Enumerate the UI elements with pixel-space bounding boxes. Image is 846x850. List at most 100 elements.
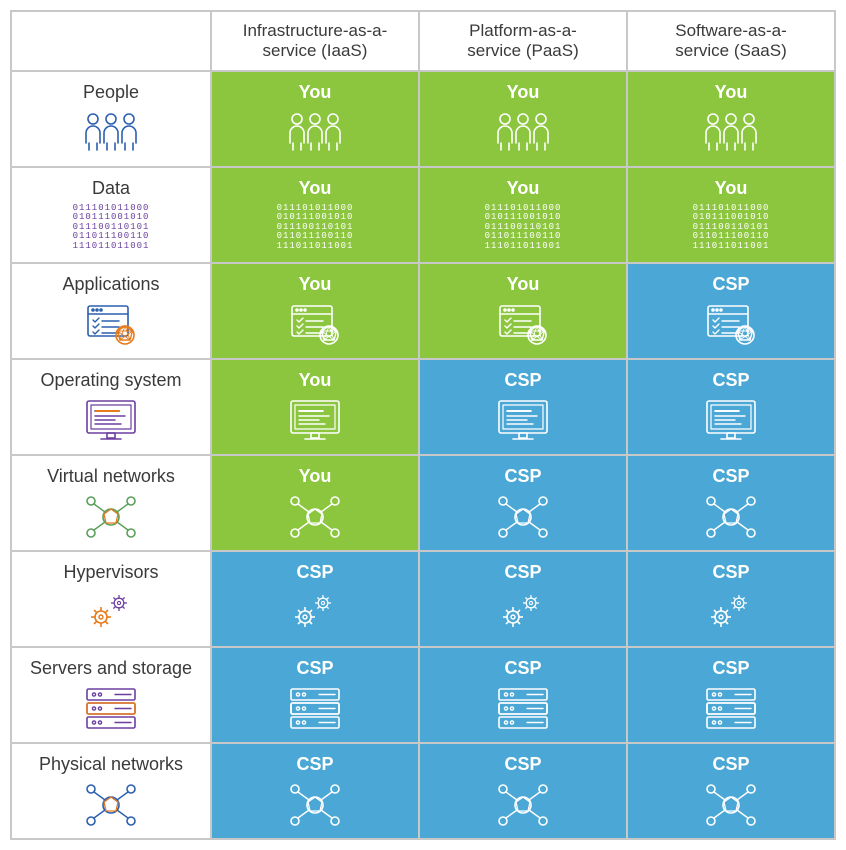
os-icon xyxy=(283,395,347,445)
cell-people-paas: You xyxy=(419,71,627,167)
cell-hyper-paas: CSP xyxy=(419,551,627,647)
pnet-icon xyxy=(283,779,347,829)
cell-pnet-iaas: CSP xyxy=(211,743,419,839)
responsibility-label: CSP xyxy=(504,370,541,391)
people-icon xyxy=(699,107,763,157)
responsibility-label: CSP xyxy=(504,466,541,487)
cell-servers-iaas: CSP xyxy=(211,647,419,743)
apps-icon xyxy=(79,299,143,349)
hyper-icon xyxy=(79,587,143,637)
cell-apps-paas: You xyxy=(419,263,627,359)
vnet-icon xyxy=(491,491,555,541)
row-label-text: Virtual networks xyxy=(47,466,175,487)
row-label-hyper: Hypervisors xyxy=(11,551,211,647)
servers-icon xyxy=(699,683,763,733)
cell-vnet-paas: CSP xyxy=(419,455,627,551)
pnet-icon xyxy=(699,779,763,829)
column-header-label: Infrastructure-as-a- service (IaaS) xyxy=(243,21,388,62)
cell-data-iaas: You 011101011000 010111001010 01110011010… xyxy=(211,167,419,263)
responsibility-label: You xyxy=(299,178,332,199)
row-label-pnet: Physical networks xyxy=(11,743,211,839)
row-label-apps: Applications xyxy=(11,263,211,359)
column-header-iaas: Infrastructure-as-a- service (IaaS) xyxy=(211,11,419,71)
responsibility-label: You xyxy=(715,178,748,199)
data-icon: 011101011000 010111001010 011100110101 0… xyxy=(693,203,770,253)
hyper-icon xyxy=(699,587,763,637)
cell-os-paas: CSP xyxy=(419,359,627,455)
responsibility-label: CSP xyxy=(712,754,749,775)
responsibility-label: CSP xyxy=(504,562,541,583)
people-icon xyxy=(283,107,347,157)
cell-hyper-saas: CSP xyxy=(627,551,835,647)
column-header-label: Platform-as-a- service (PaaS) xyxy=(467,21,578,62)
responsibility-label: You xyxy=(299,370,332,391)
row-label-people: People xyxy=(11,71,211,167)
row-label-data: Data 011101011000 010111001010 0111001101… xyxy=(11,167,211,263)
cell-people-iaas: You xyxy=(211,71,419,167)
row-label-os: Operating system xyxy=(11,359,211,455)
cell-apps-saas: CSP xyxy=(627,263,835,359)
responsibility-label: CSP xyxy=(296,754,333,775)
column-header-label: Software-as-a- service (SaaS) xyxy=(675,21,786,62)
row-label-text: Applications xyxy=(62,274,159,295)
os-icon xyxy=(491,395,555,445)
cell-vnet-iaas: You xyxy=(211,455,419,551)
pnet-icon xyxy=(79,779,143,829)
pnet-icon xyxy=(491,779,555,829)
column-header-saas: Software-as-a- service (SaaS) xyxy=(627,11,835,71)
responsibility-matrix: Infrastructure-as-a- service (IaaS) Platf… xyxy=(10,10,836,840)
data-icon: 011101011000 010111001010 011100110101 0… xyxy=(485,203,562,253)
row-label-vnet: Virtual networks xyxy=(11,455,211,551)
servers-icon xyxy=(491,683,555,733)
hyper-icon xyxy=(283,587,347,637)
corner-cell xyxy=(11,11,211,71)
cell-os-iaas: You xyxy=(211,359,419,455)
apps-icon xyxy=(283,299,347,349)
responsibility-label: CSP xyxy=(712,562,749,583)
data-icon: 011101011000 010111001010 011100110101 0… xyxy=(277,203,354,253)
cell-data-saas: You 011101011000 010111001010 01110011010… xyxy=(627,167,835,263)
os-icon xyxy=(79,395,143,445)
responsibility-label: CSP xyxy=(712,274,749,295)
responsibility-label: You xyxy=(299,274,332,295)
row-label-text: Hypervisors xyxy=(63,562,158,583)
cell-servers-paas: CSP xyxy=(419,647,627,743)
cell-pnet-saas: CSP xyxy=(627,743,835,839)
responsibility-label: You xyxy=(299,82,332,103)
apps-icon xyxy=(699,299,763,349)
row-label-text: Data xyxy=(92,178,130,199)
responsibility-label: You xyxy=(507,178,540,199)
responsibility-label: You xyxy=(715,82,748,103)
cell-servers-saas: CSP xyxy=(627,647,835,743)
people-icon xyxy=(491,107,555,157)
responsibility-label: CSP xyxy=(504,658,541,679)
row-label-text: Physical networks xyxy=(39,754,183,775)
responsibility-label: You xyxy=(299,466,332,487)
responsibility-label: CSP xyxy=(712,466,749,487)
vnet-icon xyxy=(283,491,347,541)
cell-pnet-paas: CSP xyxy=(419,743,627,839)
responsibility-label: CSP xyxy=(296,562,333,583)
vnet-icon xyxy=(699,491,763,541)
cell-apps-iaas: You xyxy=(211,263,419,359)
cell-os-saas: CSP xyxy=(627,359,835,455)
responsibility-label: You xyxy=(507,82,540,103)
responsibility-label: You xyxy=(507,274,540,295)
data-icon: 011101011000 010111001010 011100110101 0… xyxy=(73,203,150,253)
responsibility-label: CSP xyxy=(712,658,749,679)
responsibility-label: CSP xyxy=(504,754,541,775)
responsibility-label: CSP xyxy=(296,658,333,679)
row-label-text: Operating system xyxy=(40,370,181,391)
servers-icon xyxy=(79,683,143,733)
apps-icon xyxy=(491,299,555,349)
cell-hyper-iaas: CSP xyxy=(211,551,419,647)
vnet-icon xyxy=(79,491,143,541)
row-label-text: Servers and storage xyxy=(30,658,192,679)
column-header-paas: Platform-as-a- service (PaaS) xyxy=(419,11,627,71)
hyper-icon xyxy=(491,587,555,637)
responsibility-label: CSP xyxy=(712,370,749,391)
row-label-text: People xyxy=(83,82,139,103)
cell-data-paas: You 011101011000 010111001010 01110011010… xyxy=(419,167,627,263)
people-icon xyxy=(79,107,143,157)
cell-vnet-saas: CSP xyxy=(627,455,835,551)
